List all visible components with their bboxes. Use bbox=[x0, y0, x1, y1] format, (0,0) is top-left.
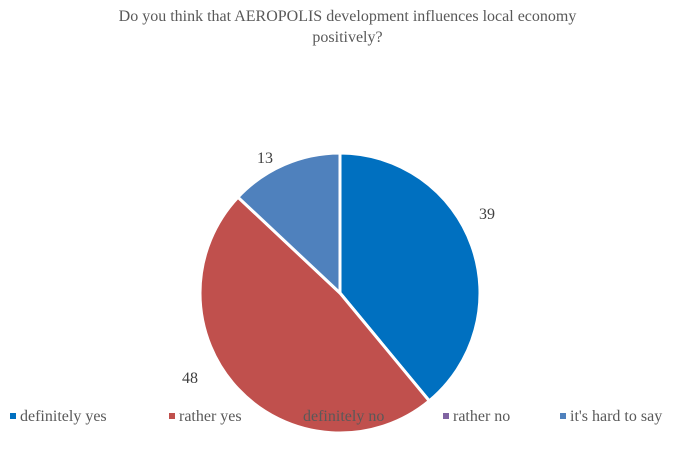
pie-slice-it-s-hard-to-say bbox=[236, 151, 342, 295]
legend-swatch-definitely-yes bbox=[10, 413, 16, 419]
legend-item-definitely-no: definitely no bbox=[293, 405, 384, 429]
chart-title-line-2: positively? bbox=[312, 29, 383, 46]
legend-swatch-hard-to-say bbox=[560, 413, 566, 419]
legend-swatch-rather-yes bbox=[169, 413, 175, 419]
pie-slice-definitely-no bbox=[198, 195, 431, 435]
data-label-it-s-hard-to-say: 13 bbox=[257, 150, 273, 167]
legend: definitely yes rather yes definitely no … bbox=[0, 405, 695, 429]
pie-slice-definitely-yes bbox=[338, 151, 482, 403]
chart-title: Do you think that AEROPOLIS development … bbox=[0, 6, 695, 48]
legend-label-hard-to-say: it's hard to say bbox=[570, 408, 663, 425]
legend-item-hard-to-say: it's hard to say bbox=[560, 405, 662, 429]
legend-swatch-rather-no bbox=[443, 413, 449, 419]
data-label-definitely-no: 48 bbox=[182, 370, 198, 387]
legend-item-rather-yes: rather yes bbox=[169, 405, 242, 429]
legend-item-definitely-yes: definitely yes bbox=[10, 405, 107, 429]
legend-label-rather-yes: rather yes bbox=[179, 408, 242, 425]
legend-item-rather-no: rather no bbox=[443, 405, 510, 429]
legend-label-definitely-no: definitely no bbox=[303, 408, 385, 425]
legend-swatch-definitely-no bbox=[293, 413, 299, 419]
legend-label-definitely-yes: definitely yes bbox=[20, 408, 107, 425]
legend-label-rather-no: rather no bbox=[453, 408, 511, 425]
data-label-definitely-yes: 39 bbox=[479, 206, 495, 223]
chart-title-line-1: Do you think that AEROPOLIS development … bbox=[118, 8, 577, 25]
